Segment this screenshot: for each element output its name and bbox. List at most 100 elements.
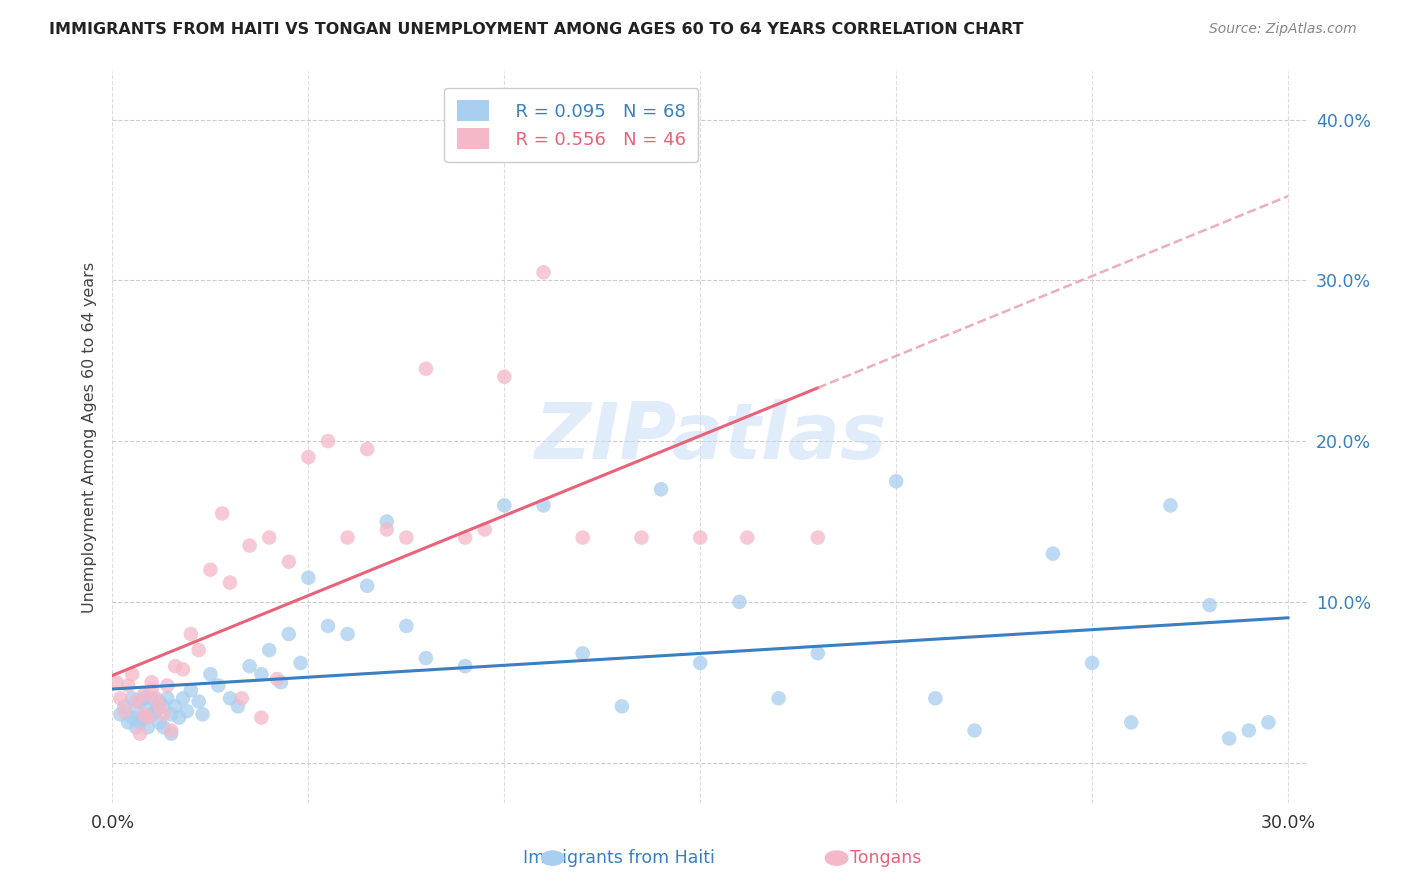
Point: [689, 531, 711, 545]
Point: [148, 715, 170, 730]
Point: [145, 691, 167, 706]
Point: [141, 683, 163, 698]
Point: [167, 710, 190, 724]
Point: [219, 691, 242, 706]
Point: [250, 710, 273, 724]
Point: [1237, 723, 1260, 738]
Point: [172, 662, 194, 676]
Point: [141, 675, 163, 690]
Point: [1159, 499, 1181, 513]
Point: [395, 619, 418, 633]
Point: [239, 659, 262, 673]
Point: [105, 675, 128, 690]
Point: [768, 691, 790, 706]
Point: [735, 531, 758, 545]
Point: [336, 627, 359, 641]
Point: [156, 691, 179, 706]
Point: [112, 699, 135, 714]
Point: [129, 715, 152, 730]
Point: [148, 699, 170, 714]
Point: [807, 646, 830, 660]
Text: IMMIGRANTS FROM HAITI VS TONGAN UNEMPLOYMENT AMONG AGES 60 TO 64 YEARS CORRELATI: IMMIGRANTS FROM HAITI VS TONGAN UNEMPLOY…: [49, 22, 1024, 37]
Point: [125, 720, 148, 734]
Point: [571, 646, 593, 660]
Point: [1257, 715, 1279, 730]
Point: [375, 523, 398, 537]
Point: [356, 579, 378, 593]
Point: [121, 691, 143, 706]
Point: [290, 656, 312, 670]
Point: [207, 678, 229, 692]
Point: [141, 691, 163, 706]
Point: [180, 627, 202, 641]
Point: [112, 704, 135, 718]
Point: [172, 691, 194, 706]
Point: [136, 710, 159, 724]
Point: [807, 531, 830, 545]
Point: [316, 434, 339, 449]
Point: [316, 619, 339, 633]
Point: [132, 707, 155, 722]
Point: [395, 531, 418, 545]
Point: [250, 667, 273, 681]
Point: [1081, 656, 1104, 670]
Point: [132, 710, 155, 724]
Point: [277, 555, 299, 569]
Point: [136, 720, 159, 734]
Point: [148, 694, 170, 708]
Point: [650, 483, 672, 497]
Point: [129, 727, 152, 741]
Point: [121, 667, 143, 681]
Point: [474, 523, 496, 537]
Point: [200, 563, 222, 577]
Point: [297, 450, 319, 465]
Point: [125, 694, 148, 708]
Point: [415, 361, 437, 376]
Point: [239, 539, 262, 553]
Point: [200, 667, 222, 681]
Point: [415, 651, 437, 665]
Point: [160, 707, 183, 722]
Point: [270, 675, 292, 690]
Point: [375, 515, 398, 529]
Point: [110, 691, 132, 706]
Point: [257, 531, 280, 545]
Point: [187, 694, 209, 708]
Point: [191, 707, 214, 722]
Point: [152, 699, 174, 714]
Point: [533, 499, 555, 513]
Point: [125, 704, 148, 718]
Legend:   R = 0.095   N = 68,   R = 0.556   N = 46: R = 0.095 N = 68, R = 0.556 N = 46: [444, 87, 699, 162]
Point: [117, 678, 139, 692]
Text: Immigrants from Haiti: Immigrants from Haiti: [523, 849, 714, 867]
Point: [356, 442, 378, 457]
Point: [156, 678, 179, 692]
Y-axis label: Unemployment Among Ages 60 to 64 years: Unemployment Among Ages 60 to 64 years: [82, 261, 97, 613]
Point: [165, 659, 187, 673]
Point: [297, 571, 319, 585]
Point: [117, 715, 139, 730]
Point: [160, 727, 183, 741]
Text: Source: ZipAtlas.com: Source: ZipAtlas.com: [1209, 22, 1357, 37]
Point: [571, 531, 593, 545]
Point: [728, 595, 751, 609]
Point: [165, 699, 187, 714]
Point: [266, 672, 288, 686]
Point: [1218, 731, 1240, 746]
Point: [219, 575, 242, 590]
Point: [152, 720, 174, 734]
Text: Tongans: Tongans: [851, 849, 921, 867]
Point: [884, 475, 907, 489]
Point: [132, 691, 155, 706]
Point: [176, 704, 198, 718]
Point: [136, 699, 159, 714]
Point: [533, 265, 555, 279]
Point: [121, 710, 143, 724]
Point: [257, 643, 280, 657]
Point: [129, 694, 152, 708]
Point: [152, 707, 174, 722]
Point: [1198, 598, 1220, 612]
Point: [630, 531, 652, 545]
Text: ZIPatlas: ZIPatlas: [534, 399, 886, 475]
Point: [336, 531, 359, 545]
